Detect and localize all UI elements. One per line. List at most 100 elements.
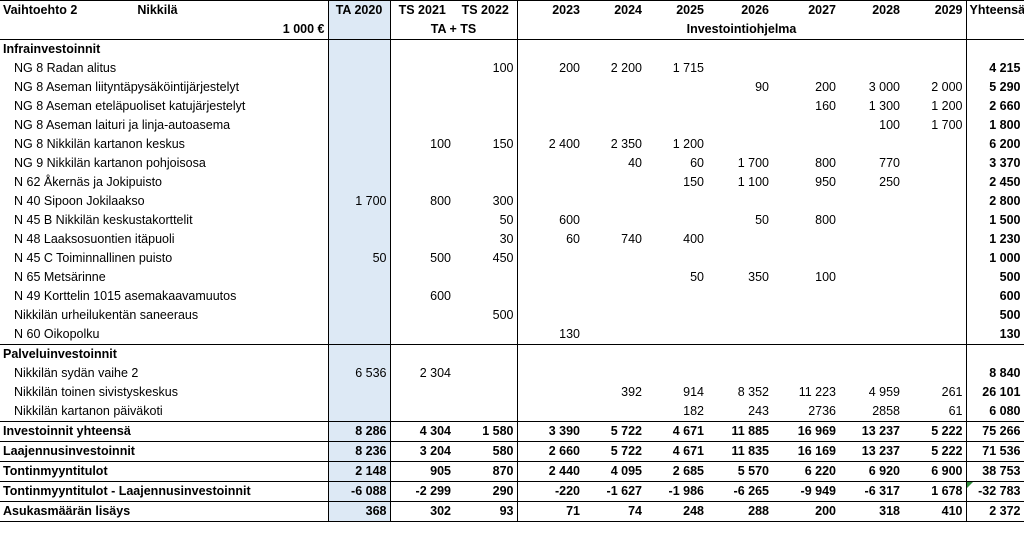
- value-cell: 2 685: [645, 461, 707, 482]
- value-cell: -6 317: [839, 481, 903, 502]
- value-cell: [707, 116, 772, 135]
- value-cell: 410: [903, 501, 966, 522]
- total-row: Tontinmyyntitulot 2 148 905 870 2 440 4 095 2 …: [0, 461, 1024, 482]
- value-cell: [327, 325, 390, 345]
- value-cell: 4 959: [868, 385, 900, 399]
- col-header: TA 2020: [327, 0, 390, 20]
- value-cell: 2 660: [516, 441, 583, 462]
- value-cell: 5 722: [583, 421, 645, 442]
- group-empty: [327, 20, 390, 40]
- value-cell: [389, 383, 454, 402]
- value-cell: [772, 192, 839, 211]
- value-cell: [389, 344, 454, 364]
- value-cell: [645, 344, 707, 364]
- table-row: NG 8 Aseman liityntäpysäköintijärjestely…: [0, 78, 1024, 97]
- value-cell: [903, 135, 966, 154]
- value-cell: 160: [815, 99, 836, 113]
- value-cell: [583, 211, 645, 230]
- value-cell: 11 835: [707, 441, 772, 462]
- value-cell: 2 440: [516, 461, 583, 482]
- col-header: Yhteensä: [965, 0, 1024, 20]
- value-cell: 3 204: [389, 441, 454, 462]
- value-cell: [645, 364, 707, 383]
- title-location: Nikkilä: [137, 3, 178, 17]
- row-label: N 49 Korttelin 1015 asemakaavamuutos: [14, 289, 237, 303]
- row-label: Nikkilän urheilukentän saneeraus: [14, 308, 199, 322]
- value-cell: [707, 344, 772, 364]
- value-cell: [389, 230, 454, 249]
- value-cell: [772, 39, 839, 59]
- value-cell: [516, 116, 583, 135]
- value-cell: [389, 39, 454, 59]
- value-cell: 5 290: [965, 78, 1024, 97]
- value-cell: [454, 39, 517, 59]
- value-cell: 50: [499, 213, 514, 227]
- value-cell: 1 300: [868, 99, 900, 113]
- value-cell: 1 715: [672, 61, 704, 75]
- value-cell: [707, 97, 772, 116]
- value-cell: 13 237: [839, 421, 903, 442]
- value-cell: [583, 78, 645, 97]
- row-label: N 60 Oikopolku: [14, 327, 100, 341]
- value-cell: [707, 59, 772, 78]
- value-cell: 2 660: [965, 97, 1024, 116]
- value-cell: 6 900: [903, 461, 966, 482]
- value-cell: [772, 116, 839, 135]
- value-cell: -1 627: [583, 481, 645, 502]
- value-cell: [645, 211, 707, 230]
- value-cell: 200: [815, 80, 836, 94]
- table-row: Nikkilän urheilukentän saneeraus 500 500: [0, 306, 1024, 325]
- value-cell: [516, 154, 583, 173]
- value-cell: [903, 39, 966, 59]
- table-header: Vaihtoehto 2 Nikkilä TA 2020 TS 2021 TS 2…: [0, 0, 1024, 40]
- value-cell: [772, 306, 839, 325]
- value-cell: [327, 306, 390, 325]
- value-cell: [645, 192, 707, 211]
- value-cell: -9 949: [772, 481, 839, 502]
- value-cell: 6 536: [327, 364, 390, 383]
- table-row: N 45 B Nikkilän keskustakorttelit 50 600 50…: [0, 211, 1024, 230]
- value-cell: [389, 211, 454, 230]
- value-cell: [839, 59, 903, 78]
- value-cell: [327, 230, 390, 249]
- value-cell: 290: [454, 481, 517, 502]
- value-cell: [772, 59, 839, 78]
- row-label: Nikkilän sydän vaihe 2: [14, 366, 139, 380]
- row-label: NG 8 Nikkilän kartanon keskus: [14, 137, 185, 151]
- value-cell: 368: [327, 501, 390, 522]
- value-cell: 100: [879, 118, 900, 132]
- value-cell: 8 840: [965, 364, 1024, 383]
- group-empty: [965, 20, 1024, 40]
- value-cell: 740: [621, 232, 642, 246]
- value-cell: 200: [772, 501, 839, 522]
- value-cell: 130: [965, 325, 1024, 345]
- value-cell: 38 753: [965, 461, 1024, 482]
- value-cell: [583, 344, 645, 364]
- value-cell: 500: [965, 306, 1024, 325]
- value-cell: [583, 249, 645, 268]
- col-header: 2027: [772, 0, 839, 20]
- value-cell: [707, 230, 772, 249]
- row-label: Nikkilän kartanon päiväkoti: [14, 404, 163, 418]
- value-cell: 243: [748, 404, 769, 418]
- value-cell: 800: [389, 192, 454, 211]
- table-body: Infrainvestoinnit NG 8 Radan alitus 100 200…: [0, 39, 1024, 522]
- value-cell: [454, 173, 517, 192]
- value-cell: [839, 211, 903, 230]
- value-cell: [454, 325, 517, 345]
- title-cell: Vaihtoehto 2 Nikkilä: [0, 0, 328, 20]
- value-cell: [389, 306, 454, 325]
- col-header: TS 2021: [389, 0, 454, 20]
- value-cell: [327, 154, 390, 173]
- value-cell: [707, 192, 772, 211]
- value-cell: [772, 325, 839, 345]
- value-cell: [772, 364, 839, 383]
- value-cell: [903, 154, 966, 173]
- value-cell: 300: [492, 194, 514, 208]
- total-row: Investoinnit yhteensä 8 286 4 304 1 580 3 39…: [0, 421, 1024, 442]
- value-cell: [389, 154, 454, 173]
- value-cell: [389, 268, 454, 287]
- value-cell: [327, 97, 390, 116]
- table-row: Nikkilän sydän vaihe 2 6 536 2 304 8 840: [0, 364, 1024, 383]
- value-cell: [389, 116, 454, 135]
